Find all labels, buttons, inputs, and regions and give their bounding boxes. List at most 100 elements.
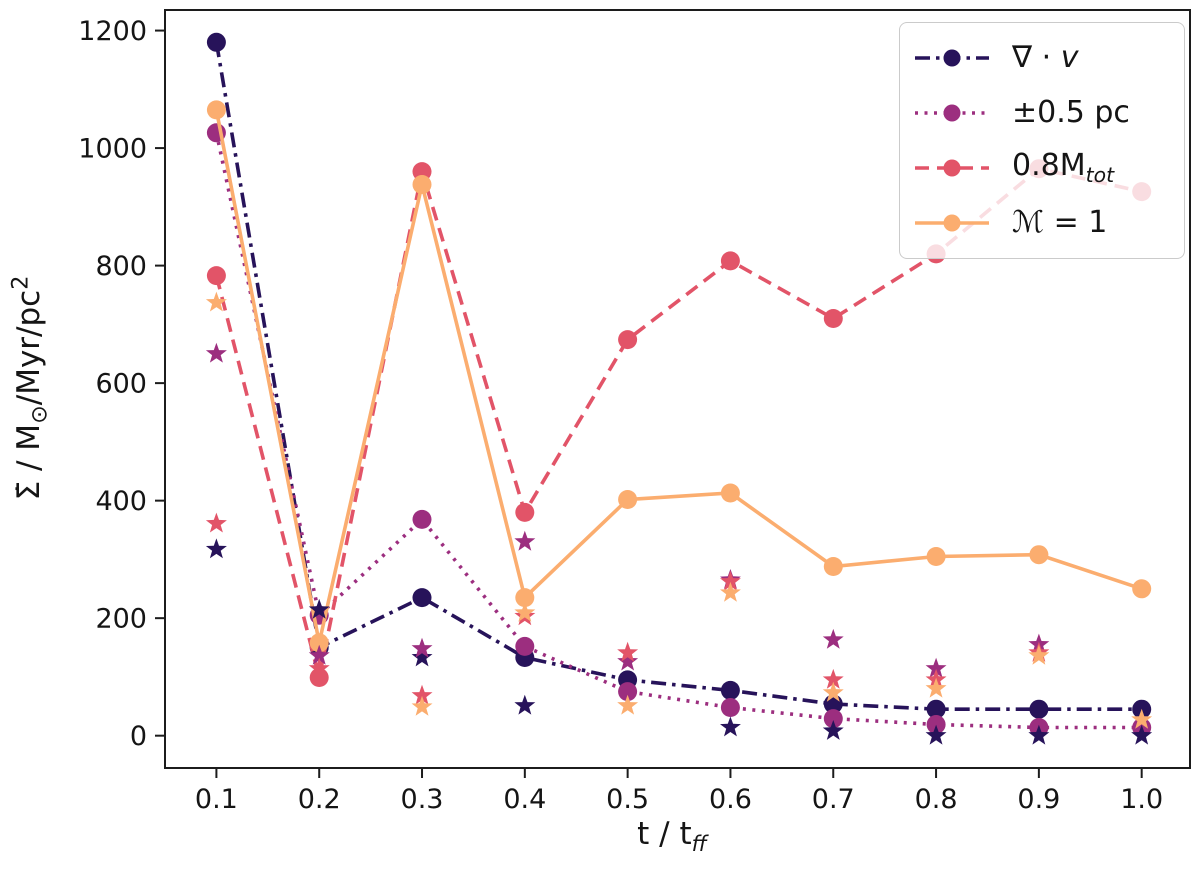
x-tick-label: 0.3 bbox=[401, 784, 444, 815]
data-point-circle bbox=[206, 266, 226, 286]
y-tick-label: 1000 bbox=[78, 134, 147, 165]
y-tick-label: 1200 bbox=[78, 16, 147, 47]
data-point-circle bbox=[926, 547, 946, 566]
data-point-star bbox=[617, 650, 639, 671]
data-point-circle bbox=[515, 636, 535, 656]
data-point-circle bbox=[720, 698, 740, 717]
data-point-star bbox=[1131, 724, 1153, 745]
x-tick-label: 1.0 bbox=[1120, 784, 1163, 815]
data-point-circle bbox=[1029, 545, 1049, 565]
data-point-star bbox=[925, 677, 947, 698]
data-point-star bbox=[411, 646, 433, 667]
legend-entry-mach-1: ℳ = 1 bbox=[912, 196, 1184, 250]
data-point-star bbox=[308, 657, 330, 678]
data-point-circle bbox=[515, 502, 535, 522]
data-point-circle bbox=[412, 175, 432, 194]
legend-swatch-mach-1 bbox=[915, 214, 989, 232]
data-point-circle bbox=[720, 251, 740, 271]
x-tick-label: 0.9 bbox=[1017, 784, 1060, 815]
x-tick-label: 0.5 bbox=[606, 784, 649, 815]
data-point-circle bbox=[823, 309, 843, 328]
data-point-star bbox=[205, 342, 227, 363]
y-tick-label: 0 bbox=[130, 721, 147, 752]
data-point-star bbox=[822, 681, 844, 702]
data-point-star bbox=[411, 695, 433, 716]
sun-symbol: ⊙ bbox=[26, 405, 53, 424]
y-tick-label: 600 bbox=[95, 369, 147, 400]
y-axis-label-p1: Σ̇ / M bbox=[11, 423, 48, 501]
data-point-circle bbox=[309, 633, 329, 653]
data-point-circle bbox=[1132, 579, 1152, 599]
data-point-circle bbox=[618, 330, 638, 350]
data-point-circle bbox=[618, 682, 638, 702]
data-point-star bbox=[1028, 644, 1050, 665]
data-point-star bbox=[205, 538, 227, 559]
data-point-star bbox=[1028, 724, 1050, 745]
data-point-star bbox=[925, 657, 947, 678]
data-point-star bbox=[411, 684, 433, 705]
x-axis-label: t / tff bbox=[637, 816, 707, 856]
data-point-star bbox=[308, 598, 330, 619]
data-point-star bbox=[822, 628, 844, 649]
data-point-star bbox=[205, 291, 227, 312]
x-tick-label: 0.6 bbox=[709, 784, 752, 815]
data-point-circle bbox=[720, 483, 740, 503]
data-point-circle bbox=[618, 490, 638, 509]
y-tick-label: 200 bbox=[95, 604, 147, 635]
data-point-star bbox=[1131, 708, 1153, 729]
data-point-circle bbox=[720, 680, 740, 700]
legend-swatch-08-mtot bbox=[915, 159, 989, 177]
data-point-star bbox=[925, 724, 947, 745]
series-line-3 bbox=[214, 109, 1143, 644]
legend-label-pm-05pc: ±0.5 pc bbox=[1012, 95, 1130, 131]
data-point-circle bbox=[206, 32, 226, 52]
data-point-star bbox=[720, 716, 741, 737]
legend-label-08-mtot: 0.8Mtot bbox=[1012, 147, 1115, 187]
data-point-star bbox=[514, 694, 536, 715]
legend-entry-08-mtot: 0.8Mtot bbox=[912, 141, 1184, 195]
legend-swatch-pm-05pc bbox=[915, 104, 989, 122]
axes-frame bbox=[164, 9, 1191, 769]
legend-label-mach-1: ℳ = 1 bbox=[1012, 204, 1108, 240]
x-tick-label: 0.2 bbox=[298, 784, 341, 815]
legend-swatch-grad-v bbox=[915, 49, 989, 67]
x-tick-label: 0.1 bbox=[195, 784, 238, 815]
data-point-star bbox=[617, 694, 639, 715]
data-point-circle bbox=[515, 588, 535, 608]
series-line-1 bbox=[214, 132, 1142, 730]
data-point-star bbox=[720, 570, 741, 591]
y-axis-label: Σ̇ / M⊙/Myr/pc2 bbox=[8, 276, 53, 501]
legend: ∇ · v ±0.5 pc 0.8Mtot ℳ = 1 bbox=[899, 22, 1185, 259]
data-point-star bbox=[514, 601, 536, 622]
x-tick-label: 0.8 bbox=[915, 784, 958, 815]
data-point-circle bbox=[926, 699, 946, 719]
x-axis-label-sub: ff bbox=[691, 831, 707, 857]
data-point-circle bbox=[1029, 699, 1049, 719]
data-point-star bbox=[205, 512, 227, 533]
data-point-star bbox=[822, 720, 844, 740]
data-point-star bbox=[822, 668, 844, 689]
y-tick-label: 800 bbox=[95, 251, 147, 282]
y-axis-label-sup: 2 bbox=[7, 275, 34, 290]
data-point-circle bbox=[823, 709, 843, 729]
data-point-star bbox=[514, 530, 536, 551]
y-tick-label: 400 bbox=[95, 486, 147, 517]
series-line-0 bbox=[214, 41, 1142, 711]
x-axis-label-text: t / t bbox=[637, 815, 692, 852]
data-point-star bbox=[308, 644, 330, 665]
x-tick-label: 0.4 bbox=[503, 784, 546, 815]
data-point-star bbox=[720, 581, 741, 602]
data-point-circle bbox=[926, 715, 946, 734]
data-point-star bbox=[411, 637, 433, 658]
x-tick-label: 0.7 bbox=[812, 784, 855, 815]
data-point-circle bbox=[823, 557, 843, 576]
legend-entry-pm-05pc: ±0.5 pc bbox=[912, 86, 1184, 140]
data-point-circle bbox=[412, 588, 432, 608]
legend-entry-grad-v: ∇ · v bbox=[912, 31, 1184, 85]
data-point-circle bbox=[412, 509, 432, 529]
data-point-star bbox=[617, 641, 639, 662]
y-axis-label-p2: /Myr/pc bbox=[11, 289, 48, 406]
legend-label-grad-v: ∇ · v bbox=[1012, 40, 1079, 76]
